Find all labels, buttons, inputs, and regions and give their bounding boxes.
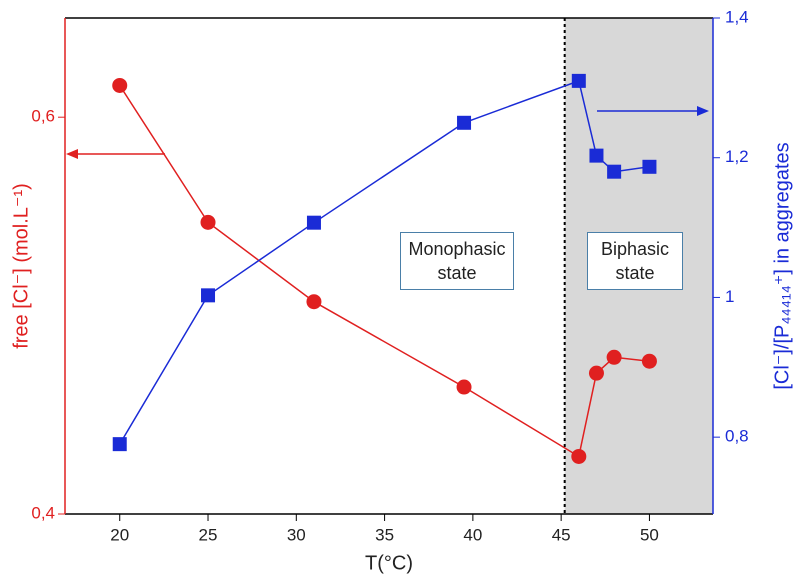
marker [607,164,622,179]
y-tick-label: 0,4 [31,503,55,522]
x-tick-label: 40 [463,525,482,544]
marker [571,448,587,464]
marker [200,214,216,230]
x-tick-label: 20 [110,525,129,544]
marker [306,215,321,230]
y-axis-label: free [Cl⁻] (mol.L⁻¹) [10,183,32,349]
annotation: Monophasic state [400,232,514,290]
marker [201,288,216,303]
annotation: Biphasic state [587,232,683,290]
y2-tick-label: 1,2 [725,147,749,166]
y-tick-label: 0,6 [31,107,55,126]
marker [571,73,586,88]
arrow-head [66,149,78,159]
arrow-head [697,106,709,116]
y2-tick-label: 0,8 [725,427,749,446]
y2-tick-label: 1,4 [725,7,749,26]
y2-tick-label: 1 [725,287,734,306]
marker [641,353,657,369]
x-axis-label: T(°C) [365,552,413,574]
marker [306,294,322,310]
x-tick-label: 35 [375,525,394,544]
marker [112,437,127,452]
x-tick-label: 50 [640,525,659,544]
marker [606,349,622,365]
marker [642,159,657,174]
marker [588,365,604,381]
x-tick-label: 25 [199,525,218,544]
marker [589,148,604,163]
x-tick-label: 45 [552,525,571,544]
marker [457,115,472,130]
marker [112,77,128,93]
x-tick-label: 30 [287,525,306,544]
y2-axis-label: [Cl⁻]/[P₄₄₄₁₄⁺] in aggregates [771,142,793,389]
marker [456,379,472,395]
